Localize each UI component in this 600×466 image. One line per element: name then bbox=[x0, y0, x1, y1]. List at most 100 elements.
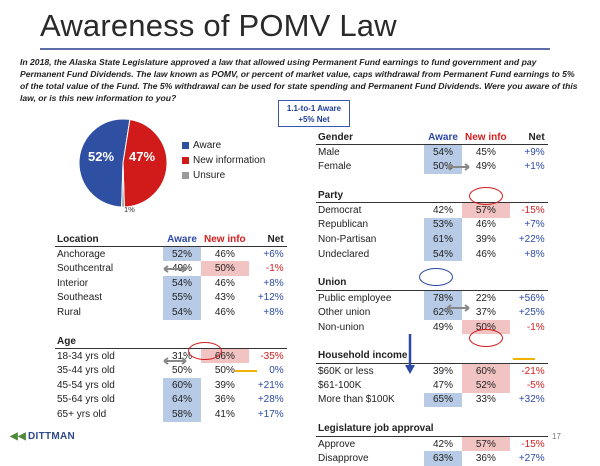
pie-label-unsure: 1% bbox=[124, 205, 135, 214]
new-info-value: 46% bbox=[475, 219, 496, 231]
net-value: +8% bbox=[524, 248, 545, 260]
new-info-value: 57% bbox=[462, 436, 510, 452]
legend-label-aware: Aware bbox=[193, 140, 222, 151]
row-label: $61-100K bbox=[318, 379, 362, 391]
section-header-row: Legislature job approval bbox=[316, 421, 548, 437]
table-row: 65+ yrs old 58% 41% +17% bbox=[55, 407, 287, 422]
table-row: 55-64 yrs old 64% 36% +28% bbox=[55, 392, 287, 408]
table-row: Republican 53% 46% +7% bbox=[316, 217, 548, 233]
legend-item-aware: Aware bbox=[182, 138, 265, 153]
column-header-new-info: New info bbox=[201, 232, 249, 248]
column-header-net: Net bbox=[509, 130, 548, 146]
highlight-circle-low-income bbox=[469, 329, 503, 347]
column-header-new-info: New info bbox=[462, 130, 510, 146]
row-label: 18-34 yrs old bbox=[57, 350, 115, 362]
net-value: +1% bbox=[524, 160, 545, 172]
row-label: Disapprove bbox=[318, 452, 369, 464]
pie-label-aware: 52% bbox=[88, 149, 115, 164]
section-header-row: Age bbox=[55, 334, 287, 350]
net-value: 0% bbox=[269, 365, 284, 377]
callout-line-2: +5% Net bbox=[298, 115, 330, 124]
net-value: +27% bbox=[518, 452, 545, 464]
aware-value: 64% bbox=[163, 392, 201, 408]
net-value: -15% bbox=[521, 438, 545, 450]
section-gap bbox=[316, 407, 548, 422]
section-title: Legislature job approval bbox=[316, 421, 548, 437]
row-label: Female bbox=[318, 160, 352, 172]
table-row: Disapprove 63% 36% +27% bbox=[316, 451, 548, 466]
net-value: +6% bbox=[263, 248, 284, 260]
pie-slice-aware bbox=[78, 118, 131, 208]
section-header-row: Household income bbox=[316, 348, 548, 364]
table-row: Other union 62% 37% +25% bbox=[316, 305, 548, 320]
new-info-value: 46% bbox=[214, 306, 235, 318]
net-value: +8% bbox=[263, 306, 284, 318]
row-label: Public employee bbox=[318, 292, 392, 304]
row-label: Other union bbox=[318, 306, 371, 318]
aware-value: 65% bbox=[424, 392, 462, 408]
new-info-value: 50% bbox=[214, 365, 235, 377]
new-info-value: 22% bbox=[475, 292, 496, 304]
net-value: +25% bbox=[518, 306, 545, 318]
aware-value: 55% bbox=[163, 290, 201, 305]
aware-value: 52% bbox=[163, 246, 201, 262]
highlight-circle-democrat bbox=[469, 187, 503, 205]
right-crosstab-table: Gender Aware New info Net Male 54% 45% +9% F… bbox=[316, 130, 548, 466]
aware-value: 54% bbox=[424, 144, 462, 160]
net-value: +12% bbox=[257, 292, 284, 304]
new-info-value: 39% bbox=[475, 233, 496, 245]
row-label: More than $100K bbox=[318, 394, 395, 406]
section-title: Location bbox=[55, 232, 163, 248]
table-row: More than $100K 65% 33% +32% bbox=[316, 392, 548, 408]
legend-label-unsure: Unsure bbox=[193, 170, 226, 181]
net-callout-box: 1.1-to-1 Aware +5% Net bbox=[278, 100, 350, 127]
aware-value: 54% bbox=[163, 304, 201, 320]
intro-text: In 2018, the Alaska State Legislature ap… bbox=[20, 57, 578, 103]
aware-value: 78% bbox=[424, 290, 462, 306]
column-header-aware: Aware bbox=[424, 130, 462, 146]
net-value: -1% bbox=[526, 321, 545, 333]
legend-swatch-aware bbox=[182, 142, 189, 149]
net-value: +21% bbox=[257, 379, 284, 391]
legend-swatch-new-info bbox=[182, 157, 189, 164]
aware-value: 54% bbox=[163, 275, 201, 291]
new-info-value: 41% bbox=[214, 408, 235, 420]
legend-item-unsure: Unsure bbox=[182, 168, 265, 183]
new-info-value: 46% bbox=[214, 248, 235, 260]
page-title: Awareness of POMV Law bbox=[40, 8, 397, 43]
aware-value: 54% bbox=[424, 246, 462, 262]
table-header-row: Location Aware New info Net bbox=[55, 232, 287, 248]
new-info-value: 50% bbox=[201, 261, 249, 276]
row-label: Southeast bbox=[57, 292, 103, 304]
double-arrow-icon bbox=[446, 163, 470, 171]
row-label: Non-Partisan bbox=[318, 233, 377, 245]
section-title: Household income bbox=[316, 348, 548, 364]
highlight-circle-18-34 bbox=[188, 342, 222, 360]
page-number: 17 bbox=[552, 432, 561, 441]
net-value: +7% bbox=[524, 219, 545, 231]
legend-swatch-unsure bbox=[182, 172, 189, 179]
table-row: Approve 42% 57% -15% bbox=[316, 436, 548, 452]
gender-rows: Male 54% 45% +9% Female 50% 49% +1% bbox=[316, 144, 548, 174]
aware-value: 58% bbox=[163, 407, 201, 422]
new-info-value: 60% bbox=[462, 363, 510, 379]
new-info-value: 39% bbox=[214, 379, 235, 391]
net-value: -5% bbox=[526, 379, 545, 391]
row-label: 45-54 yrs old bbox=[57, 379, 115, 391]
section-header-row: Party bbox=[316, 188, 548, 204]
new-info-value: 49% bbox=[475, 160, 496, 172]
table-row: Democrat 42% 57% -15% bbox=[316, 202, 548, 218]
net-value: -21% bbox=[521, 365, 545, 377]
row-label: Anchorage bbox=[57, 248, 106, 260]
highlight-circle-public-employee bbox=[419, 268, 453, 286]
aware-value: 61% bbox=[424, 232, 462, 247]
underline-mark-35-44 bbox=[235, 370, 257, 372]
callout-line-1: 1.1-to-1 Aware bbox=[286, 104, 342, 113]
new-info-value: 37% bbox=[475, 306, 496, 318]
pie-slice-unsure bbox=[121, 162, 125, 208]
aware-value: 49% bbox=[432, 321, 453, 333]
pie-slice-new-info bbox=[122, 118, 168, 208]
logo-mark-icon: ◀◀ bbox=[10, 431, 26, 442]
row-label: 65+ yrs old bbox=[57, 408, 107, 420]
row-label: $60K or less bbox=[318, 365, 374, 377]
